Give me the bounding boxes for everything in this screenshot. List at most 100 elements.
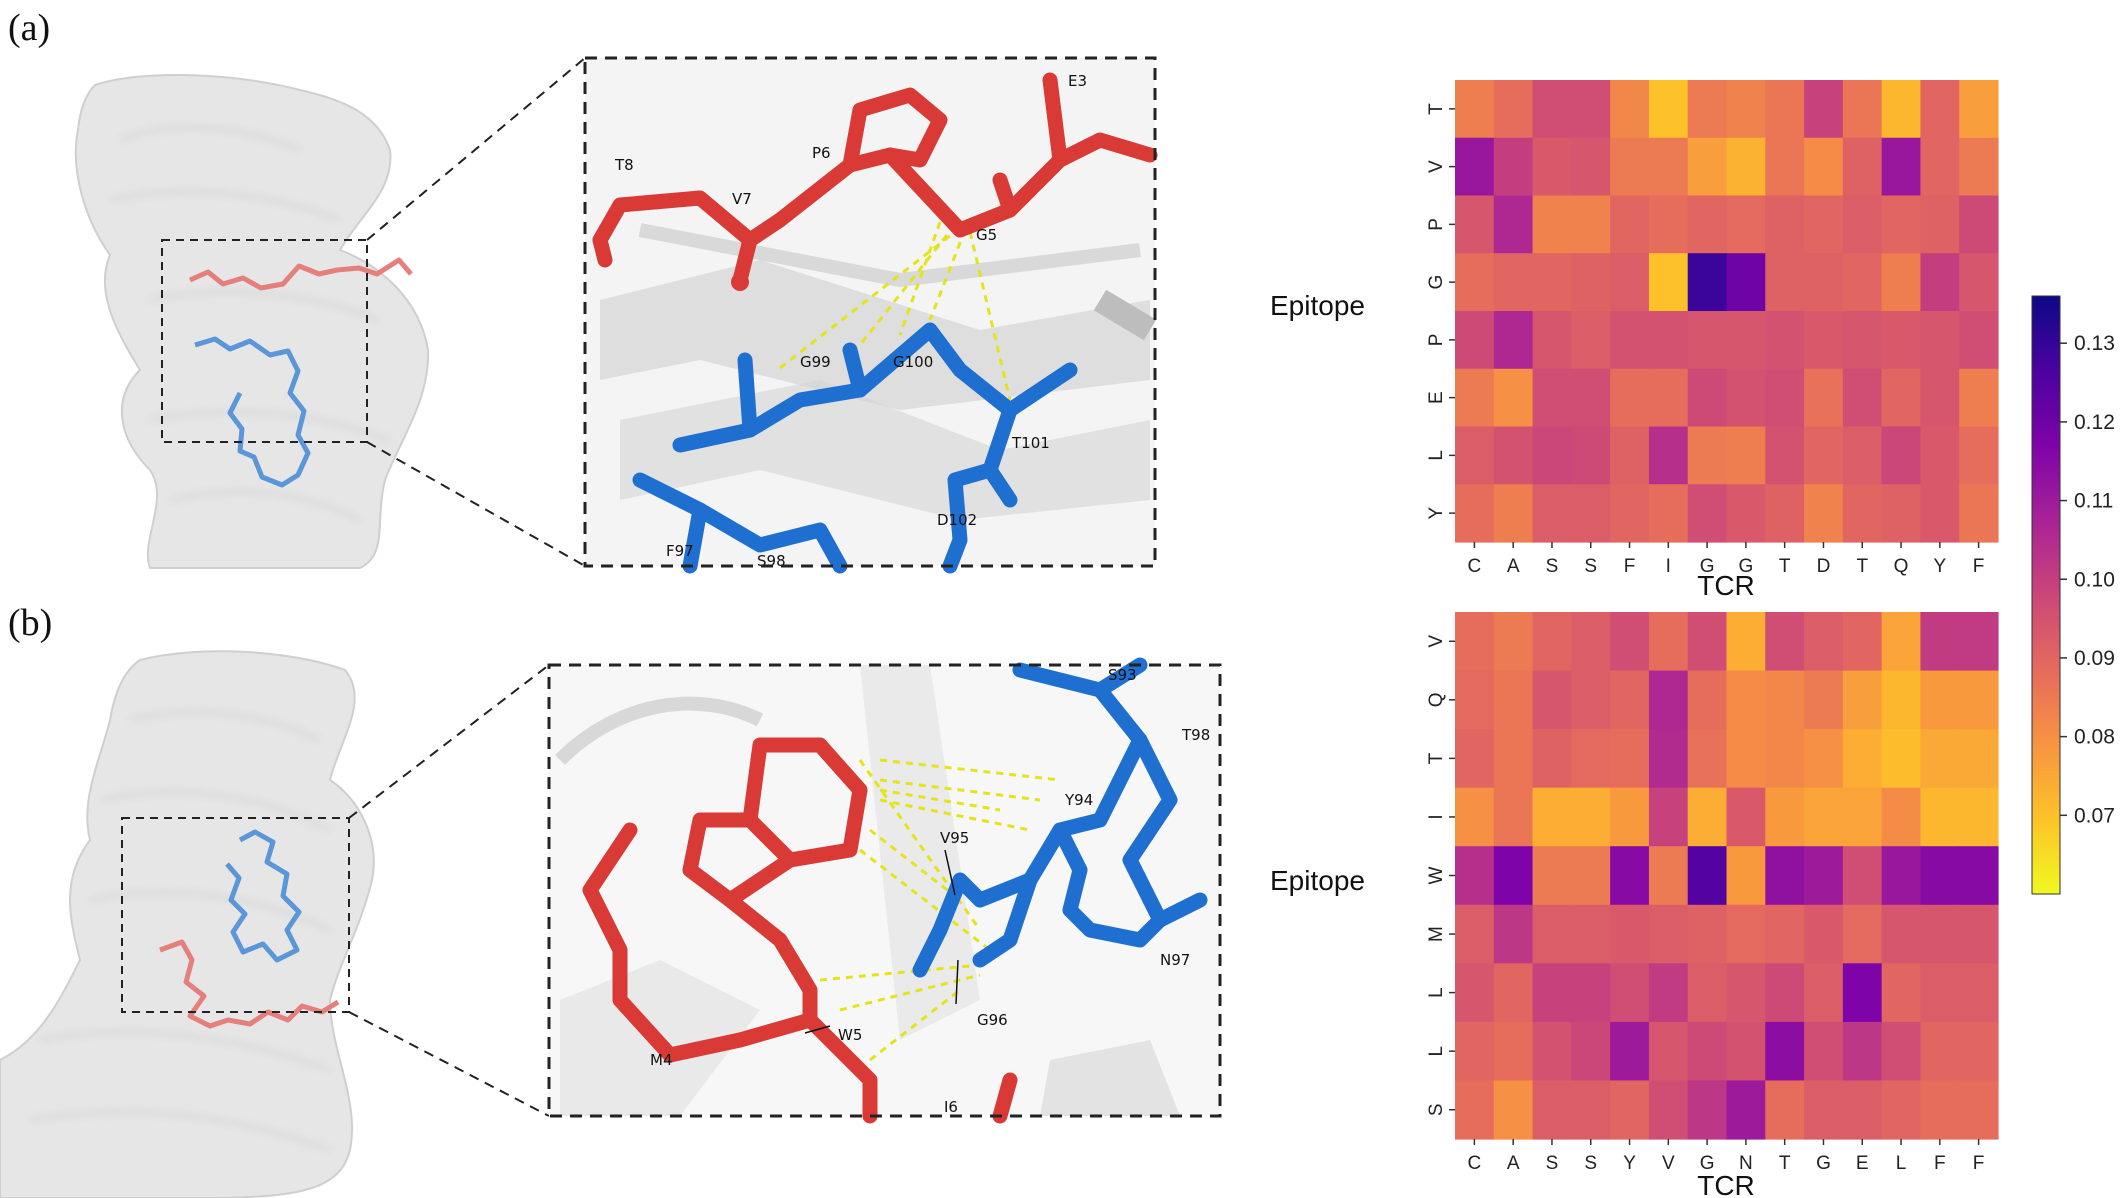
heatmap-cell	[1881, 80, 1922, 139]
residue-label: V95	[940, 829, 969, 847]
heatmap-cell	[1493, 787, 1534, 847]
heatmap-cell	[1610, 426, 1650, 485]
heatmap-cell	[1610, 729, 1650, 789]
heatmap-cell	[1532, 963, 1572, 1023]
heatmap-cell	[1804, 80, 1844, 139]
heatmap-cell	[1959, 195, 1999, 254]
heatmap-cell	[1765, 311, 1805, 370]
heatmap-cell	[1455, 426, 1495, 485]
heatmap-cell	[1493, 729, 1534, 789]
heatmap-cell	[1648, 368, 1689, 428]
y-tick-label: P	[1426, 334, 1447, 347]
x-tick-label: Y	[1933, 556, 1946, 577]
heatmap-cell	[1959, 963, 1999, 1023]
heatmap-cell	[1726, 846, 1766, 906]
x-tick-label: F	[1973, 1153, 1985, 1174]
heatmap-cell	[1687, 1021, 1728, 1082]
heatmap-cell	[1687, 80, 1728, 139]
heatmap-cell	[1687, 1080, 1728, 1140]
x-tick-label: D	[1817, 556, 1831, 577]
heatmap-cell	[1881, 137, 1922, 197]
heatmap-cell	[1920, 1080, 1960, 1140]
heatmap-cell	[1571, 1021, 1611, 1082]
heatmap-cell	[1571, 729, 1611, 789]
x-tick-label: F	[1934, 1153, 1946, 1174]
heatmap-cell	[1804, 368, 1844, 428]
heatmap-cell	[1493, 484, 1534, 543]
heatmap-cell	[1920, 195, 1960, 254]
x-tick-label: S	[1546, 1153, 1559, 1174]
colorbar-tick-label: 0.11	[2074, 490, 2113, 513]
y-tick-label: T	[1426, 103, 1447, 115]
heatmap-cell	[1881, 1080, 1922, 1140]
heatmap-cell	[1842, 1021, 1883, 1082]
heatmap-cell	[1920, 311, 1960, 370]
heatmap-cell	[1881, 787, 1922, 847]
heatmap-cell	[1726, 670, 1766, 730]
heatmap-cell	[1881, 670, 1922, 730]
heatmap-cell	[1571, 904, 1611, 964]
heatmap-cell	[1648, 80, 1689, 139]
heatmap-cell	[1765, 670, 1805, 730]
y-tick-label: S	[1426, 1103, 1447, 1116]
colorbar-gradient	[2031, 295, 2061, 895]
heatmap-cell	[1455, 904, 1495, 964]
heatmap-cell	[1959, 368, 1999, 428]
heatmap-cell	[1765, 368, 1805, 428]
residue-label: G96	[977, 1011, 1008, 1029]
heatmap-cell	[1765, 846, 1805, 906]
heatmap-cell	[1687, 787, 1728, 847]
x-tick-label: L	[1896, 1153, 1907, 1174]
heatmap-cell	[1610, 670, 1650, 730]
heatmap-cell	[1765, 787, 1805, 847]
heatmap-cell	[1842, 484, 1883, 543]
heatmap-cell	[1920, 368, 1960, 428]
heatmap-cell	[1455, 484, 1495, 543]
heatmap-cell	[1881, 904, 1922, 964]
heatmap-cell	[1610, 787, 1650, 847]
heatmap-cell	[1881, 1021, 1922, 1082]
heatmap-cell	[1881, 484, 1922, 543]
heatmap-cell	[1493, 904, 1534, 964]
y-tick-label: V	[1426, 635, 1447, 648]
heatmap-cell	[1687, 311, 1728, 370]
x-tick-label: A	[1507, 1153, 1520, 1174]
heatmap-cell	[1610, 484, 1650, 543]
tcr-sticks-b	[225, 829, 302, 963]
heatmap-cell	[1842, 426, 1883, 485]
heatmap-cell	[1881, 846, 1922, 906]
heatmap-cell	[1610, 253, 1650, 312]
residue-label: G5	[976, 226, 997, 244]
heatmap-cell	[1532, 253, 1572, 312]
heatmap-cell	[1610, 195, 1650, 254]
heatmap-cell	[1726, 368, 1766, 428]
zoom-inset-a: E3 P6 T8 V7 G5 G99 G100 T101 D102 F97 S9…	[583, 56, 1158, 574]
x-tick-label: C	[1468, 1153, 1482, 1174]
heatmap-cell	[1455, 729, 1495, 789]
heatmap-cell	[1493, 963, 1534, 1023]
heatmap-cell	[1493, 195, 1534, 254]
x-tick-label: V	[1662, 1153, 1675, 1174]
heatmap-cell	[1920, 670, 1960, 730]
heatmap-cell	[1959, 904, 1999, 964]
heatmap-cell	[1493, 368, 1534, 428]
residue-label: M4	[650, 1051, 673, 1069]
heatmap-cell	[1842, 1080, 1883, 1140]
heatmap-cell	[1648, 426, 1689, 485]
heatmap-cell	[1610, 311, 1650, 370]
heatmap-cell	[1842, 670, 1883, 730]
heatmap-cell	[1648, 1021, 1689, 1082]
heatmap-cell	[1765, 80, 1805, 139]
heatmap-cell	[1610, 612, 1650, 672]
heatmap-cell	[1920, 1021, 1960, 1082]
heatmap-cell	[1920, 253, 1960, 312]
heatmap-cell	[1726, 311, 1766, 370]
heatmap-cell	[1726, 729, 1766, 789]
heatmap-cell	[1765, 1021, 1805, 1082]
heatmap-cell	[1687, 963, 1728, 1023]
heatmap-cell	[1804, 137, 1844, 197]
heatmap-cell	[1610, 963, 1650, 1023]
heatmap-cell	[1687, 137, 1728, 197]
heatmap-cell	[1532, 1021, 1572, 1082]
